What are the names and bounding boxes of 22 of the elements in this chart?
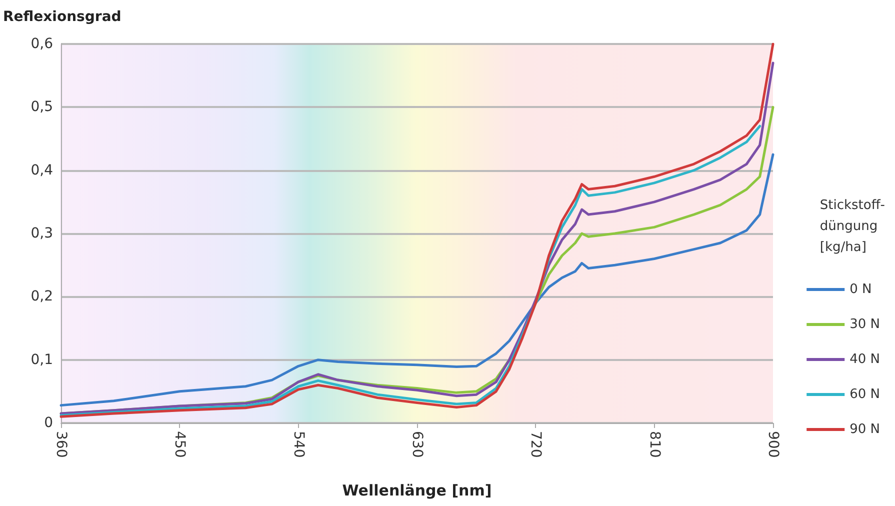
y-tick-label: 0,2 (30, 288, 53, 305)
y-tick-label: 0 (44, 415, 53, 431)
x-tick-label: 900 (765, 431, 781, 458)
y-tick-label: 0,1 (30, 352, 53, 368)
x-tick-label: 450 (172, 431, 188, 458)
legend-label: 40 N (850, 352, 880, 367)
x-tick-label: 360 (53, 431, 69, 458)
x-tick-label: 720 (528, 431, 544, 458)
x-tick-label: 630 (409, 431, 425, 458)
y-tick-label: 0,3 (30, 226, 53, 242)
y-tick-label: 0,5 (30, 99, 53, 116)
legend-label: 0 N (850, 282, 872, 297)
x-tick-label: 810 (646, 431, 662, 458)
x-axis-title: Wellenlänge [nm] (342, 482, 492, 500)
legend-label: 90 N (850, 422, 880, 437)
y-tick-label: 0,4 (30, 162, 54, 178)
x-tick-label: 540 (290, 431, 306, 458)
legend-title: Stickstoff- düngung [kg/ha] (820, 198, 886, 255)
y-axis-title: Reflexionsgrad (3, 9, 122, 25)
y-tick-label: 0,6 (30, 36, 54, 52)
legend-label: 30 N (850, 317, 880, 332)
legend-label: 60 N (850, 387, 880, 402)
